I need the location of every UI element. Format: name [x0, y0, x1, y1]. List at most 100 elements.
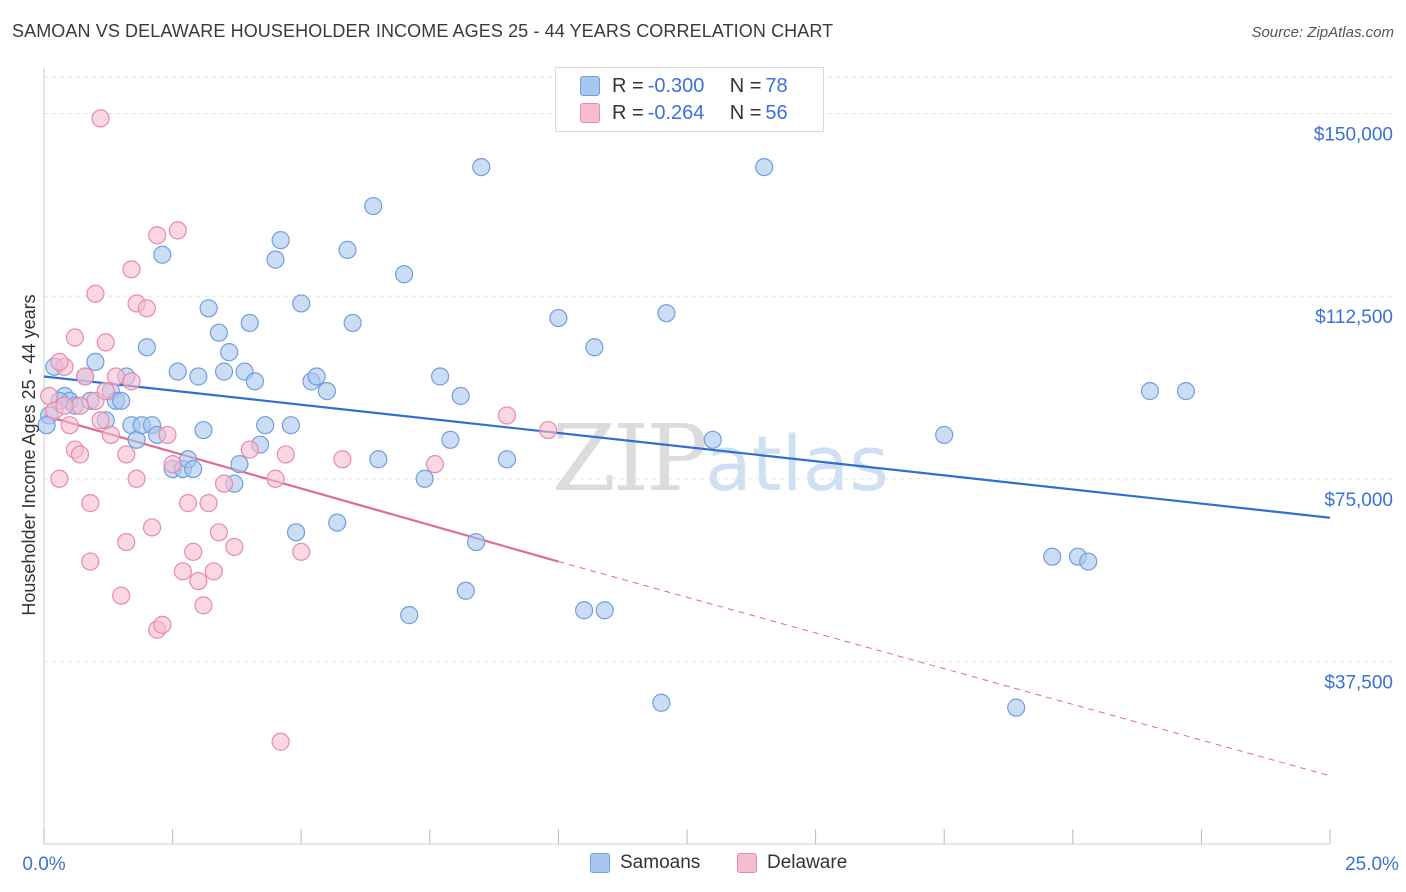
delaware-point [91, 411, 110, 430]
delaware-trend-extension [558, 561, 1331, 777]
trend-lines [43, 375, 1331, 777]
legend-n-value: 56 [765, 101, 788, 124]
samoans-point [935, 425, 954, 445]
samoans-point [240, 313, 259, 333]
delaware-point [189, 571, 208, 591]
delaware-point [276, 445, 295, 464]
delaware-point [70, 445, 90, 464]
samoans-point [184, 459, 203, 479]
samoans-point [292, 294, 311, 313]
delaware-point [292, 542, 311, 561]
delaware-point [266, 469, 285, 488]
samoans-point [338, 240, 357, 259]
legend-row-samoans: R = -0.300 N = 78 [580, 73, 788, 99]
legend-r-value: -0.300 [647, 74, 705, 97]
samoans-point [1140, 382, 1160, 401]
legend-item-delaware[interactable]: Delaware [737, 852, 847, 874]
samoans-point [466, 532, 486, 552]
samoans-point [703, 430, 722, 449]
delaware-point [497, 406, 517, 425]
samoans-point [153, 245, 172, 264]
axis-labels: $37,500 $75,000 $112,500 $150,000 0.0% 25.0% H… [19, 125, 1399, 875]
delaware-point [101, 425, 120, 445]
samoans-point [430, 367, 450, 386]
legend-label-samoans: Samoans [620, 852, 701, 873]
watermark-atlas: atlas [705, 419, 889, 508]
delaware-point [209, 523, 228, 542]
samoans-point [1043, 547, 1062, 566]
samoans-point [456, 581, 475, 600]
legend-n-label: N = [729, 101, 762, 124]
x-tick-label-max: 25.0% [1345, 854, 1399, 875]
source-label: Source: ZipAtlas.com [1251, 24, 1394, 41]
delaware-point [50, 469, 69, 488]
samoans-legend-icon [590, 853, 610, 873]
samoans-point [256, 416, 275, 435]
y-tick-label: $75,000 [1324, 490, 1393, 511]
samoans-trend-line [43, 375, 1331, 519]
correlation-legend: R = -0.300 N = 78 R = -0.264 N = 56 [555, 67, 824, 132]
delaware-point [199, 494, 218, 513]
samoans-point [585, 338, 604, 357]
legend-r-label: R = [612, 101, 644, 124]
delaware-point [240, 440, 259, 459]
delaware-point [106, 367, 126, 386]
samoans-point [472, 157, 491, 177]
data-points [37, 109, 1196, 751]
samoans-point [1079, 552, 1098, 571]
delaware-point [271, 732, 290, 751]
delaware-point [184, 542, 203, 561]
samoans-point [652, 693, 671, 712]
samoans-point [364, 196, 383, 216]
legend-r-value: -0.264 [647, 101, 705, 124]
delaware-point [117, 532, 136, 552]
samoans-point [394, 265, 414, 284]
delaware-point [81, 552, 100, 571]
delaware-point [225, 537, 244, 557]
zipatlas-watermark: ZIPatlas [552, 405, 889, 512]
samoans-point [112, 391, 131, 410]
delaware-point [81, 494, 100, 513]
delaware-point [539, 420, 558, 440]
samoans-point [657, 304, 676, 323]
delaware-point [50, 352, 69, 371]
delaware-point [122, 260, 141, 279]
delaware-point [194, 596, 213, 615]
legend-row-delaware: R = -0.264 N = 56 [580, 100, 788, 126]
samoans-swatch-icon [580, 76, 600, 96]
samoans-point [189, 367, 208, 386]
samoans-point [168, 362, 187, 381]
watermark-zip: ZIP [552, 405, 708, 512]
delaware-point [173, 562, 192, 581]
delaware-point [168, 221, 187, 240]
legend-label-delaware: Delaware [767, 852, 848, 873]
samoans-point [271, 231, 290, 250]
samoans-point [497, 450, 517, 469]
samoans-point [37, 416, 56, 435]
delaware-legend-icon [737, 853, 757, 873]
delaware-point [142, 518, 162, 537]
y-tick-label: $37,500 [1324, 672, 1393, 693]
legend-n-label: N = [729, 74, 762, 97]
samoans-point [343, 313, 362, 333]
samoans-point [199, 299, 218, 318]
delaware-point [425, 455, 445, 474]
delaware-point [96, 382, 115, 401]
delaware-point [60, 416, 79, 435]
legend-item-samoans[interactable]: Samoans [590, 852, 700, 874]
samoans-point [245, 372, 265, 391]
delaware-point [178, 494, 198, 513]
samoans-point [281, 416, 301, 435]
delaware-point [153, 615, 172, 634]
samoans-point [451, 386, 470, 406]
y-axis-label: Householder Income Ages 25 - 44 years [19, 294, 39, 615]
delaware-swatch-icon [580, 103, 600, 123]
delaware-point [127, 469, 146, 488]
samoans-point [230, 455, 249, 474]
delaware-point [91, 109, 110, 128]
samoans-point [137, 338, 156, 357]
y-tick-label: $150,000 [1314, 125, 1393, 146]
samoans-point [1007, 698, 1026, 717]
samoans-point [400, 606, 419, 625]
samoans-point [86, 352, 105, 371]
